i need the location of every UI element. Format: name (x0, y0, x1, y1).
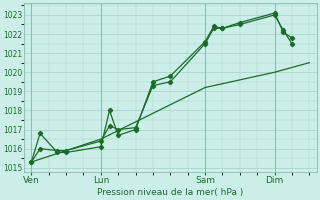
X-axis label: Pression niveau de la mer( hPa ): Pression niveau de la mer( hPa ) (97, 188, 244, 197)
